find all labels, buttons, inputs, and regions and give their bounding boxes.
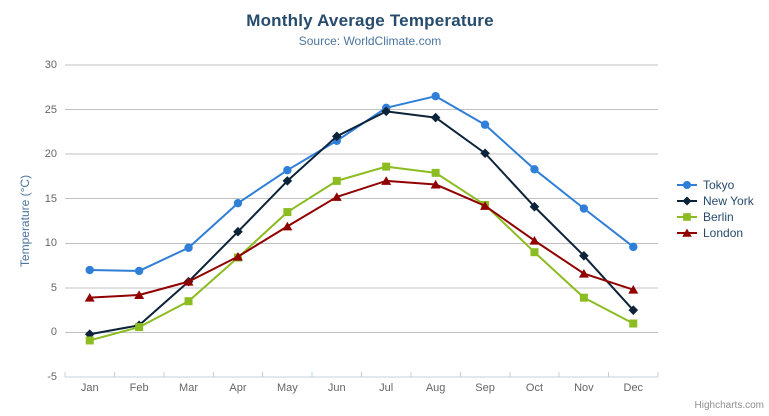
data-point[interactable] — [332, 176, 341, 185]
data-point[interactable] — [233, 198, 243, 208]
data-point[interactable] — [84, 293, 95, 302]
data-point[interactable] — [382, 162, 391, 171]
data-point[interactable] — [480, 120, 490, 129]
data-point[interactable] — [184, 243, 193, 252]
data-point[interactable] — [233, 226, 243, 237]
data-point[interactable] — [134, 290, 145, 299]
legend-label: Berlin — [703, 210, 734, 224]
data-point[interactable] — [529, 236, 540, 245]
grid-lines — [65, 64, 658, 378]
y-axis-label: 25 — [44, 103, 57, 116]
x-axis-label: Sep — [475, 382, 495, 394]
y-axis-label: 10 — [44, 237, 57, 250]
legend-item-new-york[interactable]: New York — [676, 193, 754, 209]
series-new-york — [84, 106, 639, 340]
data-point[interactable] — [431, 168, 440, 177]
data-point[interactable] — [282, 221, 293, 231]
data-point[interactable] — [629, 242, 638, 252]
credits-link[interactable]: Highcharts.com — [694, 400, 764, 411]
y-axis-label: -5 — [47, 371, 57, 383]
data-point[interactable] — [579, 204, 589, 213]
x-axis-label: Oct — [525, 382, 544, 394]
data-point[interactable] — [283, 165, 292, 175]
y-axis-label: 0 — [50, 326, 57, 339]
data-point[interactable] — [331, 131, 342, 142]
data-point[interactable] — [381, 106, 392, 117]
y-axis-label: 20 — [44, 148, 57, 161]
data-point[interactable] — [628, 305, 639, 315]
data-point[interactable] — [480, 201, 491, 210]
data-point[interactable] — [184, 297, 193, 306]
y-axis-label: 30 — [44, 59, 57, 71]
x-axis-label: Apr — [229, 382, 247, 394]
y-axis-title: Temperature (°C) — [18, 174, 32, 268]
data-point[interactable] — [529, 201, 540, 212]
legend: Tokyo New York Berlin London — [676, 177, 754, 241]
chart-subtitle: Source: WorldClimate.com — [298, 34, 442, 48]
export-menu-button[interactable] — [753, 15, 759, 21]
legend-item-london[interactable]: London — [676, 225, 754, 241]
data-point[interactable] — [232, 252, 243, 261]
x-axis-label: Dec — [623, 382, 644, 394]
data-point[interactable] — [85, 265, 94, 275]
series-tokyo — [85, 92, 638, 276]
data-point[interactable] — [430, 179, 441, 189]
data-point[interactable] — [283, 208, 292, 217]
legend-marker-diamond-icon — [677, 196, 697, 206]
data-point[interactable] — [431, 92, 440, 101]
data-point[interactable] — [480, 148, 490, 159]
x-axis-label: May — [276, 382, 298, 394]
x-axis-label: Jan — [80, 382, 99, 394]
x-axis-label: Feb — [129, 382, 149, 394]
legend-marker-circle-icon — [677, 181, 697, 189]
x-axis-label: Jun — [327, 382, 346, 394]
legend-label: New York — [703, 194, 754, 208]
legend-label: Tokyo — [703, 178, 735, 192]
legend-item-berlin[interactable]: Berlin — [676, 209, 754, 225]
x-axis-label: Mar — [179, 382, 198, 394]
data-point[interactable] — [282, 176, 293, 186]
legend-marker-square-icon — [677, 213, 697, 221]
data-point[interactable] — [530, 248, 539, 257]
y-axis-label: 5 — [50, 281, 57, 294]
x-axis — [64, 372, 659, 378]
legend-item-tokyo[interactable]: Tokyo — [676, 177, 754, 193]
data-point[interactable] — [134, 266, 144, 276]
data-point[interactable] — [381, 176, 392, 185]
series-london — [84, 176, 639, 302]
y-axis-label: 15 — [44, 192, 57, 205]
data-point[interactable] — [135, 323, 144, 332]
data-point[interactable] — [629, 319, 638, 328]
data-point[interactable] — [331, 192, 342, 201]
x-axis-label: Nov — [574, 382, 594, 394]
data-point[interactable] — [579, 293, 588, 302]
x-axis-label: Aug — [425, 382, 446, 394]
data-point[interactable] — [579, 250, 589, 261]
data-point[interactable] — [183, 277, 194, 286]
data-point[interactable] — [430, 112, 441, 123]
data-point[interactable] — [85, 336, 94, 345]
data-point[interactable] — [628, 285, 639, 294]
legend-marker-triangle-icon — [677, 228, 697, 237]
legend-label: London — [703, 226, 744, 240]
data-point[interactable] — [578, 268, 589, 278]
x-axis-label: Jul — [379, 382, 394, 394]
data-point[interactable] — [530, 165, 539, 174]
chart-title: Monthly Average Temperature — [246, 11, 494, 30]
